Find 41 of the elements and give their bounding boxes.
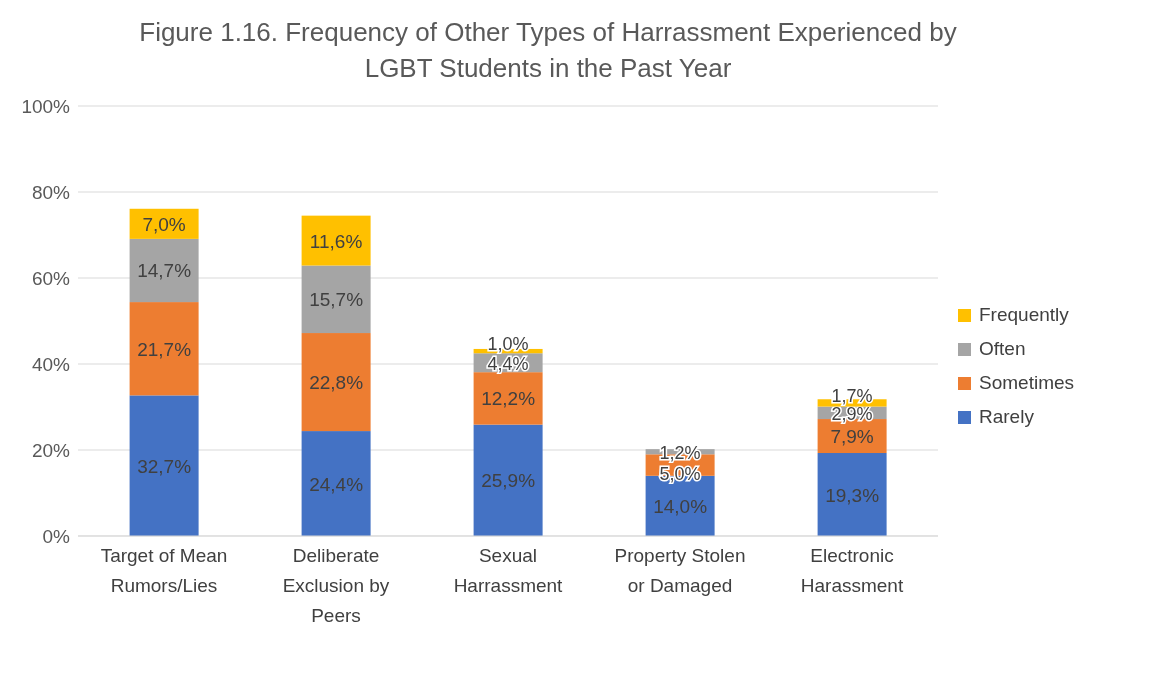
data-label: 32,7%	[137, 455, 192, 477]
y-tick-label: 80%	[31, 181, 71, 203]
bar	[301, 265, 371, 334]
legend-label: Frequently	[979, 304, 1069, 326]
x-tick-label: Target of Mean Rumors/Lies	[100, 545, 228, 596]
y-tick-label: 60%	[31, 267, 71, 289]
bar	[301, 333, 371, 432]
bar	[301, 215, 371, 266]
chart-title: Figure 1.16. Frequency of Other Types of Harrassment Experienced by LGBT Students in the Past Year	[138, 16, 958, 85]
y-tick-label: 100%	[21, 95, 71, 117]
bar	[817, 453, 887, 536]
bar	[473, 372, 543, 425]
data-label: 19,3%	[825, 484, 880, 506]
data-label: 7,9%	[830, 426, 874, 448]
bar	[129, 395, 199, 536]
y-tick-label: 0%	[42, 525, 71, 547]
data-label: 22,8%	[309, 372, 364, 394]
x-tick-label: Property Stolen or Damaged	[614, 545, 746, 596]
data-label: 4,4%	[487, 353, 529, 374]
y-tick-label: 40%	[31, 353, 71, 375]
legend-label: Sometimes	[979, 372, 1075, 394]
x-tick-label: Sexual Harrassment	[453, 545, 564, 596]
data-label: 21,7%	[137, 338, 192, 360]
x-tick-label: Deliberate Exclusion by Peers	[282, 545, 390, 626]
data-label: 14,0%	[653, 495, 708, 517]
x-tick-label: Electronic Harassment	[800, 545, 904, 596]
bar	[473, 424, 543, 536]
legend-label: Rarely	[979, 406, 1034, 428]
data-label: 14,7%	[137, 260, 192, 282]
data-label: 25,9%	[481, 470, 536, 492]
data-label: 15,7%	[309, 289, 364, 311]
data-label: 11,6%	[309, 230, 363, 252]
legend-label: Often	[979, 338, 1026, 360]
data-label: 24,4%	[309, 473, 364, 495]
y-tick-label: 20%	[31, 439, 71, 461]
data-label: 7,0%	[142, 213, 186, 235]
bar	[301, 431, 371, 536]
data-label: 1,0%	[487, 334, 529, 355]
bar	[129, 302, 199, 396]
data-label: 12,2%	[481, 388, 536, 410]
bar	[129, 238, 199, 303]
